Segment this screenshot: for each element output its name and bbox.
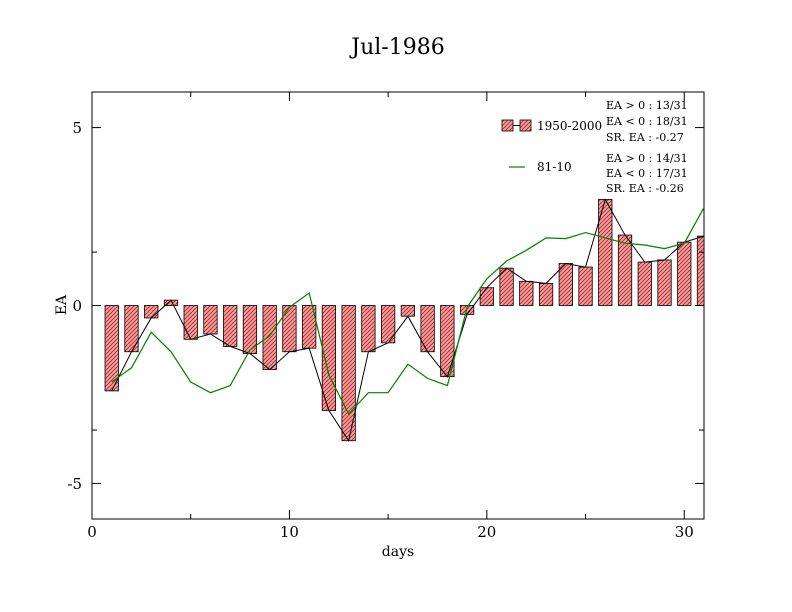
stat-ea-negative: EA < 0 : 17/31: [606, 167, 688, 180]
bar-day-24: [558, 263, 573, 306]
bar-day-7: [223, 305, 238, 347]
bar-day-28: [637, 261, 652, 306]
bar-day-23: [538, 283, 554, 306]
stats-annotation-1950-2000: EA > 0 : 13/31 EA < 0 : 18/31 SR. EA : -…: [606, 99, 688, 144]
x-tick-label-20: 20: [477, 523, 496, 541]
stat-ea-positive: EA > 0 : 13/31: [606, 99, 688, 112]
bar-day-3: [144, 305, 159, 319]
legend-bar-swatch-left: [501, 119, 514, 132]
bar-day-16: [400, 305, 415, 317]
legend-bar-swatch-right: [519, 119, 532, 132]
bar-day-9: [262, 305, 277, 370]
bar-day-27: [617, 234, 633, 306]
legend-label-81-10: 81-10: [537, 160, 572, 174]
x-tick-label-10: 10: [280, 523, 299, 541]
bar-day-30: [677, 241, 692, 306]
y-tick-label-5: 5: [72, 119, 82, 137]
bar-day-14: [361, 305, 376, 353]
line-81-10: [111, 207, 705, 416]
line-1950-2000: [111, 198, 705, 442]
legend-label-1950-2000: 1950-2000: [537, 119, 602, 133]
line-series-group: [111, 198, 705, 442]
bar-day-10: [282, 305, 297, 353]
bar-day-5: [183, 305, 198, 340]
bar-day-21: [499, 267, 514, 306]
stat-sr-ea: SR. EA : -0.27: [606, 131, 684, 144]
x-tick-label-30: 30: [675, 523, 694, 541]
legend: 1950-2000 81-10: [501, 119, 602, 174]
chart-title: Jul-1986: [349, 35, 444, 60]
y-tick-label-0: 0: [72, 297, 82, 315]
bar-day-2: [124, 305, 139, 353]
bar-day-6: [203, 305, 218, 335]
bar-day-22: [519, 280, 534, 306]
stat-sr-ea: SR. EA : -0.26: [606, 182, 684, 195]
bar-series-1950-2000: [104, 199, 705, 442]
x-tick-label-0: 0: [87, 523, 97, 541]
y-axis-label: EA: [54, 294, 70, 315]
bar-day-17: [420, 305, 435, 353]
bar-day-29: [657, 259, 672, 306]
axis-ticks: [91, 92, 704, 519]
stat-ea-positive: EA > 0 : 14/31: [606, 152, 688, 165]
y-tick-label-neg5: -5: [67, 475, 82, 493]
x-axis-label: days: [382, 544, 414, 560]
stat-ea-negative: EA < 0 : 18/31: [606, 115, 688, 128]
stats-annotation-81-10: EA > 0 : 14/31 EA < 0 : 17/31 SR. EA : -…: [606, 152, 688, 195]
bar-day-20: [479, 287, 494, 306]
bar-day-31: [696, 235, 705, 306]
bar-day-25: [578, 266, 593, 306]
